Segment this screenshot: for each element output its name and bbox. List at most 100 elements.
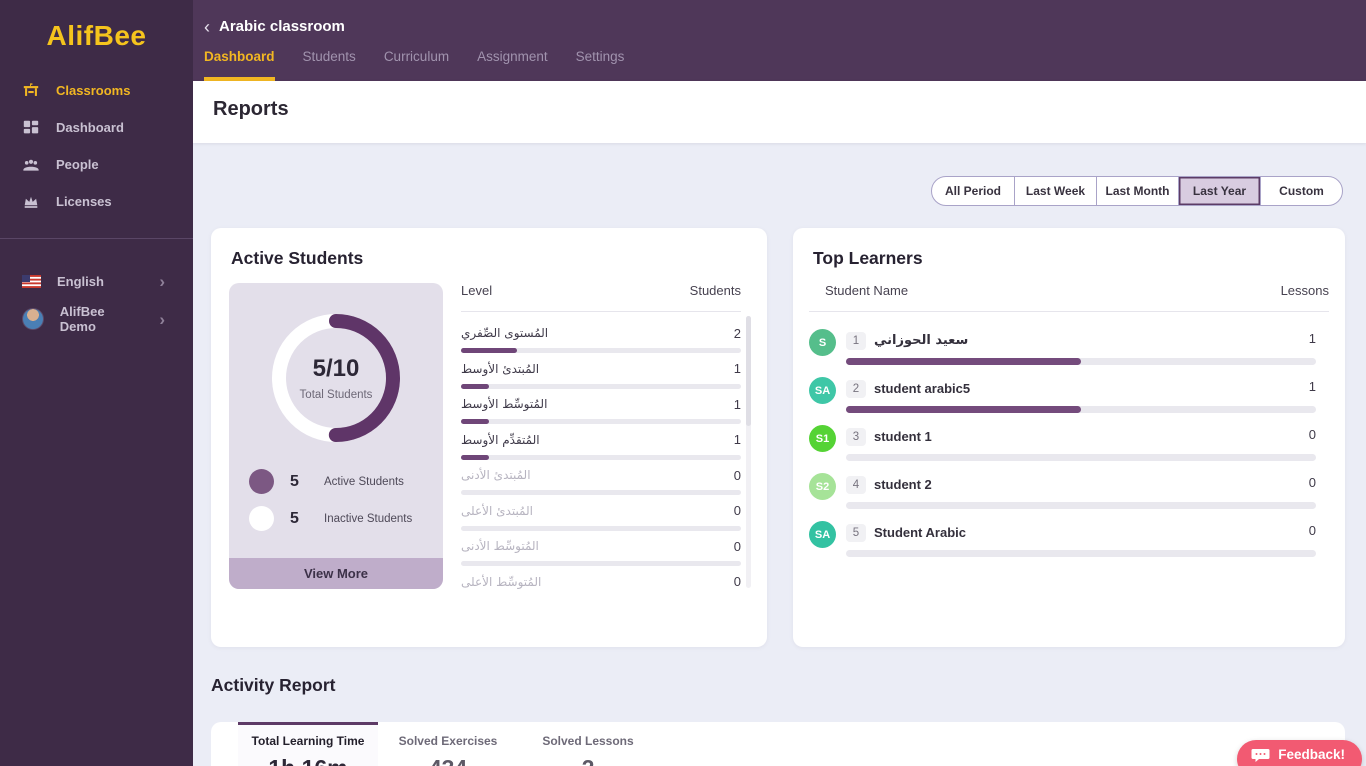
learner-name: student 1 — [874, 429, 932, 444]
learner-progress-track — [846, 358, 1316, 365]
level-name: المُتوسِّط الأدنى — [461, 539, 539, 553]
level-progress-fill — [461, 348, 517, 353]
level-list-scrollbar[interactable] — [746, 316, 751, 588]
activity-tab-label: Solved Lessons — [542, 734, 634, 748]
level-name: المُبتدئ الأعلى — [461, 503, 533, 518]
level-row: المُستوى الصِّفري 2 — [461, 322, 741, 358]
level-name: المُستوى الصِّفري — [461, 326, 549, 340]
learner-name: Student Arabic — [874, 525, 966, 540]
level-progress-track — [461, 454, 741, 460]
level-students-count: 0 — [733, 467, 741, 483]
inactive-label: Inactive Students — [324, 512, 413, 525]
account-avatar — [22, 308, 44, 330]
tab-dashboard[interactable]: Dashboard — [204, 49, 275, 81]
learner-row: SA 5 Student Arabic 0 — [809, 516, 1329, 564]
account-menu[interactable]: AlifBee Demo › — [0, 300, 193, 338]
activity-tab-total-learning-time[interactable]: Total Learning Time 1h 16m — [238, 722, 378, 766]
alifbee-logo[interactable]: AlifBee — [46, 20, 147, 51]
tab-settings[interactable]: Settings — [575, 49, 625, 64]
activity-tab-value: 2 — [518, 755, 658, 766]
active-students-panel: 5/10 Total Students 5 Active Students 5 … — [229, 283, 443, 589]
chevron-right-icon: › — [159, 271, 165, 291]
level-students-count: 2 — [733, 325, 741, 341]
donut-center: 5/10 Total Students — [266, 308, 406, 448]
sidebar-divider — [0, 238, 193, 239]
level-progress-track — [461, 383, 741, 389]
learner-rank-badge: 4 — [846, 476, 866, 494]
learner-avatar: S — [809, 329, 836, 356]
learner-name: student 2 — [874, 477, 932, 492]
filter-last-year[interactable]: Last Year — [1178, 177, 1260, 205]
back-chevron-icon[interactable]: ‹ — [204, 16, 210, 37]
level-name: المُتوسِّط الأعلى — [461, 574, 542, 589]
inactive-count: 5 — [290, 509, 299, 527]
level-name: المُتوسِّط الأوسط — [461, 397, 548, 411]
activity-tab-solved-exercises[interactable]: Solved Exercises 434 — [378, 722, 518, 766]
learner-avatar: S1 — [809, 425, 836, 452]
licenses-icon — [22, 193, 40, 211]
sidebar-item-classrooms[interactable]: Classrooms — [0, 72, 193, 109]
filter-last-month[interactable]: Last Month — [1096, 177, 1178, 205]
classroom-tabs: Dashboard Students Curriculum Assignment Set… — [204, 49, 652, 81]
sidebar-item-dashboard[interactable]: Dashboard — [0, 109, 193, 146]
level-students-count: 0 — [733, 503, 741, 518]
activity-tab-label: Total Learning Time — [251, 734, 365, 748]
level-students-count: 0 — [733, 574, 741, 589]
scrollbar-thumb[interactable] — [746, 316, 751, 426]
level-name: المُبتدئ الأدنى — [461, 468, 531, 482]
level-column-header: Level — [461, 283, 493, 298]
learner-rank-badge: 2 — [846, 380, 866, 398]
activity-tab-value: 1h 16m — [238, 755, 378, 766]
learner-avatar: SA — [809, 521, 836, 548]
language-selector[interactable]: English › — [0, 262, 193, 300]
sidebar: AlifBee Classrooms Dashboard People License… — [0, 0, 193, 766]
activity-tab-solved-lessons[interactable]: Solved Lessons 2 — [518, 722, 658, 766]
level-progress-track — [461, 348, 741, 353]
learner-rank-badge: 5 — [846, 524, 866, 542]
students-column-header: Students — [689, 283, 741, 298]
feedback-button[interactable]: Feedback! — [1237, 740, 1362, 766]
feedback-label: Feedback! — [1278, 746, 1345, 762]
learner-avatar: SA — [809, 377, 836, 404]
top-learners-header: Student Name Lessons — [809, 283, 1329, 312]
view-more-button[interactable]: View More — [229, 558, 443, 589]
learner-lessons-count: 0 — [1308, 427, 1316, 442]
speech-bubble-icon — [1251, 748, 1270, 763]
learner-progress-track — [846, 550, 1316, 557]
learner-lessons-count: 1 — [1308, 331, 1316, 346]
level-rows: المُستوى الصِّفري 2 المُبتدئ الأوسط 1 المُتو… — [461, 322, 741, 594]
tab-students[interactable]: Students — [302, 49, 356, 64]
students-ratio-label: Total Students — [299, 389, 373, 401]
filter-all-period[interactable]: All Period — [944, 184, 1001, 198]
level-row: المُتقدِّم الأوسط 1 — [461, 429, 741, 465]
lessons-column-header: Lessons — [1280, 283, 1329, 298]
learner-progress-fill — [846, 406, 1081, 413]
tab-curriculum[interactable]: Curriculum — [383, 49, 450, 64]
sidebar-item-label: Classrooms — [56, 83, 131, 98]
learner-lessons-count: 0 — [1308, 523, 1316, 538]
level-students-count: 0 — [733, 538, 741, 554]
learner-progress-track — [846, 502, 1316, 509]
sidebar-item-licenses[interactable]: Licenses — [0, 183, 193, 220]
tab-assignment[interactable]: Assignment — [477, 49, 548, 64]
level-progress-track — [461, 561, 741, 566]
activity-tab-label: Solved Exercises — [398, 734, 498, 748]
active-students-card: Active Students 5/10 Total Students 5 Ac… — [211, 228, 767, 647]
classrooms-icon — [22, 82, 40, 100]
level-progress-track — [461, 525, 741, 531]
filter-last-week[interactable]: Last Week — [1014, 177, 1096, 205]
filter-custom[interactable]: Custom — [1260, 177, 1342, 205]
level-name: المُتقدِّم الأوسط — [461, 432, 540, 447]
level-progress-fill — [461, 383, 489, 389]
level-row: المُتوسِّط الأوسط 1 — [461, 393, 741, 429]
level-progress-track — [461, 490, 741, 495]
level-table-header: Level Students — [461, 283, 741, 312]
classroom-header: ‹ Arabic classroom Dashboard Students Curr… — [193, 0, 1366, 81]
level-progress-track — [461, 419, 741, 424]
sidebar-item-people[interactable]: People — [0, 146, 193, 183]
breadcrumb[interactable]: ‹ Arabic classroom — [204, 16, 345, 37]
students-ratio: 5/10 — [312, 355, 360, 382]
learner-progress-fill — [846, 358, 1081, 365]
sidebar-item-label: People — [56, 157, 99, 172]
